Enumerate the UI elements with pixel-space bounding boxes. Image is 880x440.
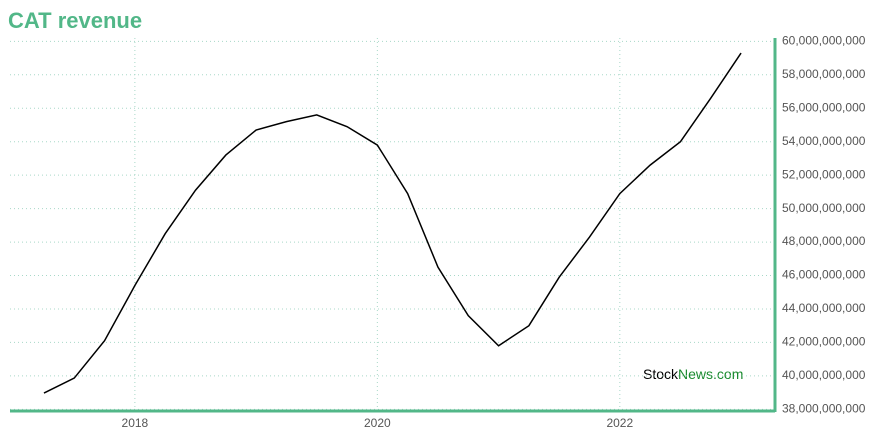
- y-tick-label: 40,000,000,000: [782, 368, 866, 382]
- line: [43, 52, 742, 394]
- watermark: StockNews.com: [643, 366, 743, 382]
- y-tick-label: 42,000,000,000: [782, 335, 866, 349]
- chart-title: CAT revenue: [8, 8, 142, 33]
- x-tick-label: 2022: [606, 416, 633, 430]
- x-tick-label: 2020: [364, 416, 391, 430]
- y-tick-label: 58,000,000,000: [782, 67, 866, 81]
- y-tick-label: 48,000,000,000: [782, 234, 866, 248]
- watermark-part: News.com: [678, 366, 743, 382]
- watermark-part: Stock: [643, 366, 679, 382]
- y-tick-label: 60,000,000,000: [782, 34, 866, 48]
- y-tick-label: 50,000,000,000: [782, 201, 866, 215]
- y-tick-label: 44,000,000,000: [782, 301, 866, 315]
- y-tick-label: 54,000,000,000: [782, 134, 866, 148]
- x-tick-label: 2018: [122, 416, 149, 430]
- y-tick-label: 52,000,000,000: [782, 167, 866, 181]
- y-tick-label: 46,000,000,000: [782, 268, 866, 282]
- y-tick-label: 38,000,000,000: [782, 401, 866, 415]
- y-tick-label: 56,000,000,000: [782, 100, 866, 114]
